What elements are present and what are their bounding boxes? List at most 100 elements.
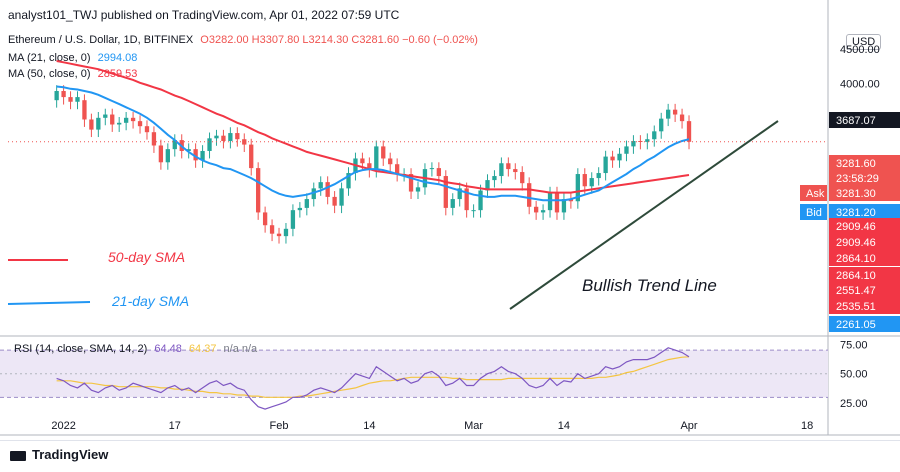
candle-body (165, 149, 170, 163)
candle-body (325, 182, 330, 197)
time-tick-label: Mar (464, 420, 483, 432)
candle-body (339, 188, 344, 206)
price-badge-text: 3687.07 (836, 115, 876, 127)
candle-body (374, 146, 379, 171)
candle-body (221, 135, 226, 141)
candle-body (269, 225, 275, 234)
candle-body (624, 146, 629, 154)
ohlc-values: O3282.00 H3307.80 L3214.30 C3281.60 −0.6… (200, 34, 478, 46)
price-badge-bg (829, 185, 900, 201)
candle-body (381, 146, 386, 159)
candle-body (200, 150, 205, 161)
candle-body (137, 121, 143, 127)
price-badge-bg (829, 112, 900, 128)
time-tick-label: 2022 (51, 420, 75, 432)
ask-tag-bg (800, 185, 827, 201)
price-badge-bg (829, 267, 900, 283)
candle-body (360, 158, 365, 164)
currency-badge[interactable]: USD (846, 34, 882, 50)
rsi-band (0, 350, 828, 398)
trend-annotation: Bullish Trend Line (582, 276, 717, 295)
price-badge-bg (829, 282, 900, 298)
candle-body (304, 199, 309, 208)
rsi-sma-line (56, 356, 690, 398)
candle-body (547, 192, 553, 211)
ask-tag: Ask (806, 188, 825, 200)
rsi-sma-value: 64.37 (188, 343, 217, 355)
candle-body (499, 163, 504, 177)
candle-body (672, 109, 678, 115)
candle-body (89, 119, 94, 130)
candle-body (117, 122, 122, 125)
candle-body (589, 178, 594, 187)
chart-legend: Ethereum / U.S. Dollar, 1D, BITFINEX O32… (8, 34, 482, 46)
time-tick-label: 18 (801, 420, 813, 432)
candle-body (394, 164, 400, 175)
price-badge-text: 3281.30 (836, 188, 876, 200)
price-tick-label: 4000.00 (840, 79, 880, 91)
candle-body (464, 188, 469, 211)
candle-body (276, 233, 282, 237)
price-badge-text: 2261.05 (836, 319, 876, 331)
ma50-legend[interactable]: MA (50, close, 0) 2859.53 (8, 68, 141, 80)
rsi-na: n/a n/a (223, 343, 258, 355)
candle-body (603, 156, 608, 174)
price-badge-bg (829, 204, 900, 220)
ma21-legend[interactable]: MA (21, close, 0) 2994.08 (8, 52, 141, 64)
price-badge-bg (829, 155, 900, 171)
price-badge-bg (829, 298, 900, 314)
price-tick-label: 4500.00 (840, 44, 880, 56)
candle-body (61, 91, 66, 98)
candle-body (666, 109, 671, 119)
candle-body (679, 114, 685, 122)
publish-info: analyst101_TWJ published on TradingView.… (8, 8, 400, 22)
header-bar: analyst101_TWJ published on TradingView.… (0, 0, 900, 30)
candle-body (235, 133, 240, 140)
price-badge-text: 2551.47 (836, 285, 876, 297)
candle-body (575, 174, 580, 202)
price-badge-text: 3281.20 (836, 207, 876, 219)
price-badge-bg (829, 316, 900, 332)
countdown-badge-bg (829, 171, 900, 185)
price-badge-bg (829, 234, 900, 250)
candle-body (617, 153, 622, 161)
candle-body (318, 182, 323, 189)
candle-body (290, 210, 296, 229)
ma21-line (56, 85, 690, 202)
candle-body (527, 183, 532, 207)
rsi-tick-label: 50.00 (840, 369, 868, 381)
candle-body (408, 174, 414, 192)
bid-tag-bg (800, 204, 827, 220)
time-tick-label: 14 (558, 420, 570, 432)
candle-body (415, 187, 421, 192)
candle-body (568, 199, 574, 202)
candle-body (631, 140, 636, 147)
candle-body (485, 180, 490, 191)
time-tick-label: 14 (363, 420, 375, 432)
candle-body (262, 212, 268, 226)
rsi-legend[interactable]: RSI (14, close, SMA, 14, 2) 64.48 64.37 … (14, 343, 261, 355)
candle-body (256, 168, 261, 213)
candle-body (540, 210, 546, 213)
candle-body (429, 168, 435, 170)
rsi-tick-label: 75.00 (840, 339, 868, 351)
price-badge-text: 2864.10 (836, 253, 876, 265)
candle-body (193, 149, 198, 161)
sma21-annotation-line (7, 301, 91, 305)
candle-body (158, 145, 164, 163)
tradingview-logo-text: TradingView (32, 447, 109, 462)
candle-body (610, 156, 615, 161)
candle-body (186, 149, 191, 151)
candle-body (513, 169, 518, 173)
candle-body (82, 100, 87, 120)
tradingview-logo[interactable]: TradingView (10, 447, 108, 462)
symbol-label[interactable]: Ethereum / U.S. Dollar, 1D, BITFINEX (8, 34, 194, 46)
candle-body (561, 199, 567, 213)
candle-body (554, 192, 560, 213)
candle-body (478, 190, 483, 211)
candle-body (367, 163, 372, 171)
rsi-tick-label: 25.00 (840, 398, 868, 410)
candle-body (346, 173, 351, 189)
price-chart[interactable]: 50-day SMA 21-day SMA Bullish Trend Line 4… (0, 0, 900, 440)
candle-body (297, 207, 303, 211)
